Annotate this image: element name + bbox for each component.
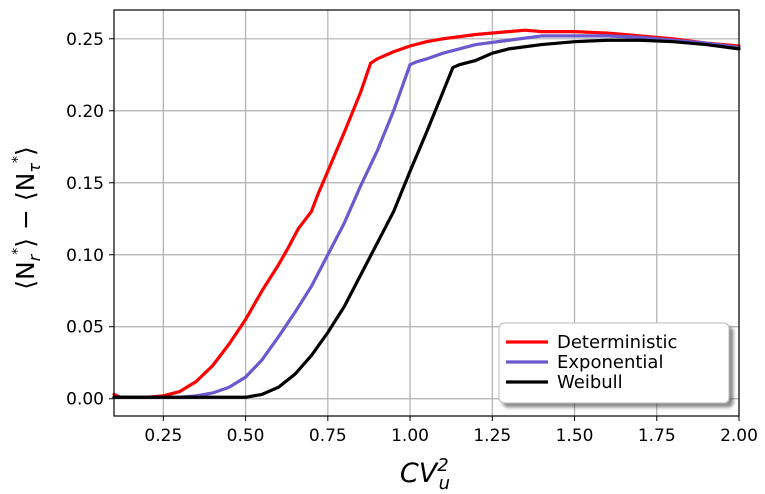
legend-label-exponential: Exponential: [557, 352, 663, 373]
y-tick-labels: 0.00 0.05 0.10 0.15 0.20 0.25: [66, 30, 104, 410]
plot-frame: [113, 9, 740, 417]
x-tick-label: 1.50: [556, 426, 594, 446]
y-tick-label: 0.00: [66, 390, 104, 410]
series-line-weibull: [112, 38, 741, 399]
y-axis-label: ⟨Nr*⟩ − ⟨Nτ*⟩: [10, 146, 44, 290]
legend: Deterministic Exponential Weibull: [498, 322, 730, 404]
y-tick-label: 0.25: [66, 30, 104, 50]
x-tick-label: 1.75: [638, 426, 676, 446]
legend-label-weibull: Weibull: [557, 372, 623, 393]
series-layer: [112, 28, 741, 399]
x-tick-label: 1.25: [473, 426, 511, 446]
x-tick-label: 1.00: [391, 426, 429, 446]
x-tick-label: 0.75: [309, 426, 347, 446]
x-tick-label: 0.25: [144, 426, 182, 446]
legend-box: [498, 322, 730, 404]
x-tick-label: 0.50: [227, 426, 265, 446]
y-tick-label: 0.10: [66, 246, 104, 266]
tick-marks: [109, 38, 740, 421]
x-tick-label: 2.00: [720, 426, 758, 446]
y-tick-label: 0.20: [66, 102, 104, 122]
y-tick-label: 0.15: [66, 174, 104, 194]
x-axis-label: CV2 u: [400, 455, 450, 494]
series-line-exponential: [112, 34, 741, 399]
y-tick-label: 0.05: [66, 318, 104, 338]
series-line-deterministic: [112, 28, 741, 399]
x-tick-labels: 0.25 0.50 0.75 1.00 1.25 1.50 1.75 2.00: [144, 426, 758, 446]
legend-label-deterministic: Deterministic: [557, 332, 677, 353]
